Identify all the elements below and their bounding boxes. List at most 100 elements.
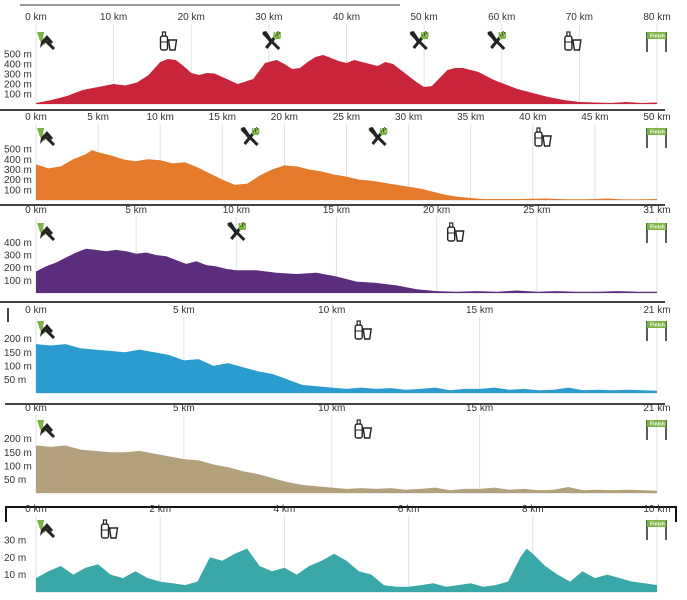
y-tick-label: 50 m [4, 475, 26, 486]
x-tick-label: 10 km [223, 205, 250, 216]
x-tick-label: 31 km [643, 205, 670, 216]
finish-label: Finish [650, 129, 665, 135]
y-tick-label: 400 m [4, 238, 32, 249]
y-tick-label: 300 m [4, 251, 32, 262]
y-tick-label: 50 m [4, 375, 26, 386]
x-tick-label: 8 km [522, 504, 544, 515]
water-icon [564, 31, 582, 51]
elevation-area [36, 248, 657, 293]
water-icon [100, 519, 119, 539]
x-tick-label: 35 km [457, 112, 484, 123]
y-tick-label: 300 m [4, 165, 32, 176]
y-tick-label: 150 m [4, 448, 32, 459]
water-icon [159, 31, 178, 51]
x-tick-label: 10 km [100, 12, 127, 23]
food-icon [239, 125, 262, 147]
elevation-chart-5: 0 km 5 km 10 km 15 km 21 km 50 m 100 m 150 m 200… [4, 403, 671, 494]
elevation-area [36, 55, 657, 104]
x-tick-label: 25 km [333, 112, 360, 123]
x-tick-label: 0 km [25, 205, 47, 216]
start-icon [35, 418, 56, 439]
finish-label: Finish [650, 322, 665, 328]
x-tick-label: 4 km [274, 504, 296, 515]
y-tick-label: 150 m [4, 348, 32, 359]
y-tick-label: 200 m [4, 175, 32, 186]
y-tick-label: 500 m [4, 50, 32, 61]
x-tick-label: 10 km [318, 305, 345, 316]
elevation-chart-3: 0 km 5 km 10 km 15 km 20 km 25 km 31 km 100 m 20… [4, 205, 671, 294]
x-tick-label: 60 km [488, 12, 515, 23]
finish-label: Finish [650, 421, 665, 427]
y-tick-label: 500 m [4, 145, 32, 156]
food-icon [485, 29, 508, 51]
x-tick-label: 15 km [466, 305, 493, 316]
finish-label: Finish [650, 33, 665, 39]
y-tick-label: 200 m [4, 80, 32, 91]
food-icon [367, 125, 390, 147]
water-icon [354, 320, 372, 340]
x-tick-label: 5 km [87, 112, 109, 123]
elevation-chart-1: 0 km 10 km 20 km 30 km 40 km 50 km 60 km 70 km 8… [4, 12, 671, 105]
food-icon [260, 29, 283, 51]
x-tick-label: 80 km [643, 12, 670, 23]
x-tick-label: 5 km [125, 205, 147, 216]
y-tick-label: 30 m [4, 535, 26, 546]
water-icon [447, 222, 465, 242]
y-tick-label: 300 m [4, 70, 32, 81]
start-icon [35, 126, 56, 147]
x-tick-label: 10 km [643, 504, 670, 515]
x-tick-label: 25 km [523, 205, 550, 216]
x-tick-label: 5 km [173, 305, 195, 316]
y-tick-label: 200 m [4, 263, 32, 274]
finish-label: Finish [650, 224, 665, 230]
x-tick-label: 50 km [643, 112, 670, 123]
elevation-chart-4: 0 km 5 km 10 km 15 km 21 km 50 m 100 m 150 m 200… [4, 305, 671, 394]
y-tick-label: 400 m [4, 155, 32, 166]
elevation-area [36, 548, 657, 592]
x-tick-label: 10 km [147, 112, 174, 123]
x-tick-label: 10 km [318, 403, 345, 414]
y-tick-label: 20 m [4, 553, 26, 564]
finish-label: Finish [650, 521, 665, 527]
x-tick-label: 30 km [395, 112, 422, 123]
x-tick-label: 0 km [25, 305, 47, 316]
start-icon [35, 221, 56, 242]
x-tick-label: 45 km [581, 112, 608, 123]
y-tick-label: 100 m [4, 276, 32, 287]
elevation-chart-2: 0 km 5 km 10 km 15 km 20 km 25 km 30 km 35 km 40… [4, 112, 671, 201]
elevation-area [36, 150, 657, 200]
x-tick-label: 0 km [25, 12, 47, 23]
x-tick-label: 21 km [643, 305, 670, 316]
x-tick-label: 6 km [398, 504, 420, 515]
y-tick-label: 200 m [4, 334, 32, 345]
food-icon [408, 29, 431, 51]
elevation-area [36, 445, 657, 493]
x-tick-label: 21 km [643, 403, 670, 414]
x-tick-label: 20 km [423, 205, 450, 216]
x-tick-label: 40 km [333, 12, 360, 23]
y-tick-label: 100 m [4, 461, 32, 472]
x-tick-label: 2 km [149, 504, 171, 515]
y-tick-label: 10 m [4, 570, 26, 581]
x-tick-label: 30 km [255, 12, 282, 23]
start-icon [35, 319, 56, 340]
x-tick-label: 15 km [209, 112, 236, 123]
x-tick-label: 40 km [519, 112, 546, 123]
x-tick-label: 50 km [411, 12, 438, 23]
x-tick-label: 0 km [25, 403, 47, 414]
x-tick-label: 15 km [466, 403, 493, 414]
x-tick-label: 5 km [173, 403, 195, 414]
water-icon [534, 127, 552, 147]
y-tick-label: 100 m [4, 90, 32, 101]
y-tick-label: 100 m [4, 361, 32, 372]
water-icon [354, 419, 372, 439]
elevation-area [36, 344, 657, 393]
x-tick-label: 0 km [25, 504, 47, 515]
x-tick-label: 0 km [25, 112, 47, 123]
x-tick-label: 20 km [271, 112, 298, 123]
x-tick-label: 70 km [566, 12, 593, 23]
y-tick-label: 100 m [4, 185, 32, 196]
elevation-chart-6: 0 km 2 km 4 km 6 km 8 km 10 km 10 m 20 m 30 m Fin… [4, 504, 671, 593]
x-tick-label: 15 km [323, 205, 350, 216]
